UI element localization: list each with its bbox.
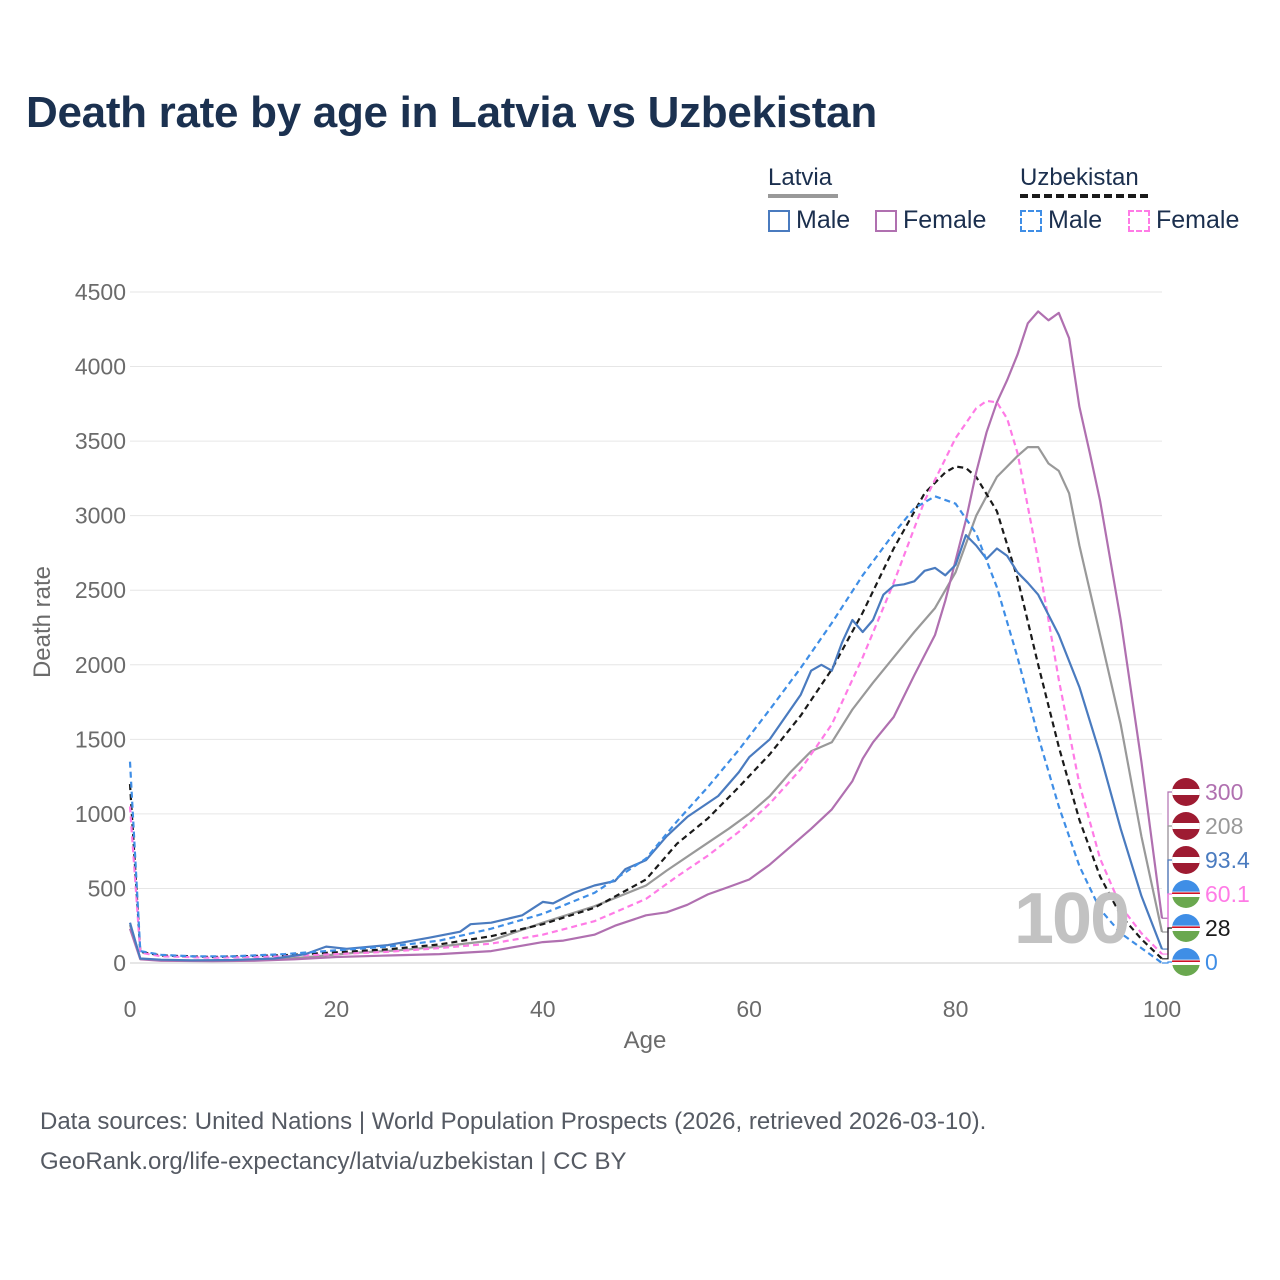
series-lines (128, 310, 1164, 964)
flag-uzb-4 (1172, 914, 1200, 942)
series-line-uzb-total (128, 465, 1163, 960)
legend-label-uzbekistan-male: Male (1048, 206, 1103, 234)
footer-url: GeoRank.org/life-expectancy/latvia/uzbek… (40, 1148, 627, 1175)
end-connector-3 (1162, 893, 1174, 955)
legend-group-uzbekistan-label: Uzbekistan (1020, 164, 1139, 191)
legend-swatch-uzbekistan-male (1020, 209, 1042, 232)
watermark-age: 100 (1014, 879, 1130, 959)
flag-latvia-2 (1172, 846, 1200, 874)
y-tick-label-1500: 1500 (75, 726, 126, 752)
end-value-label-5: 0 (1205, 949, 1218, 975)
end-value-label-4: 28 (1205, 915, 1231, 941)
legend-label-latvia-female: Female (903, 206, 987, 234)
x-axis-ticks: 0 20 40 60 80 100 (124, 996, 1182, 1022)
series-line-latvia-total (128, 446, 1164, 962)
y-tick-label-3500: 3500 (75, 428, 126, 454)
end-value-label-1: 208 (1205, 813, 1243, 839)
y-tick-label-2500: 2500 (75, 577, 126, 603)
legend-item-uzbekistan-female[interactable]: Female (1128, 206, 1239, 235)
legend-swatch-latvia-female (875, 209, 897, 232)
legend-group-latvia-label: Latvia (768, 164, 833, 191)
legend-item-latvia-male[interactable]: Male (768, 206, 850, 235)
y-tick-label-1000: 1000 (75, 801, 126, 827)
y-tick-label-4000: 4000 (75, 354, 126, 380)
end-connector-4 (1162, 927, 1174, 960)
x-tick-label-0: 0 (124, 996, 137, 1022)
x-tick-label-80: 80 (943, 996, 969, 1022)
x-tick-label-100: 100 (1143, 996, 1181, 1022)
legend-label-latvia-male: Male (796, 206, 851, 234)
y-axis-label: Death rate (29, 566, 56, 678)
series-line-latvia-female (128, 310, 1164, 963)
legend-group-latvia-line (768, 194, 838, 198)
footer-sources: Data sources: United Nations | World Pop… (40, 1108, 987, 1135)
y-axis-ticks: 0 500 1000 1500 2000 2500 3000 3500 4000 4500 (75, 279, 126, 976)
legend-item-latvia-female[interactable]: Female (875, 206, 986, 235)
legend-group-uzbekistan: Uzbekistan (1020, 164, 1148, 198)
legend-swatch-uzbekistan-female (1128, 209, 1150, 232)
series-line-latvia-male (128, 534, 1164, 962)
end-connector-5 (1162, 961, 1174, 964)
end-value-label-2: 93.4 (1205, 847, 1250, 873)
end-value-label-3: 60.1 (1205, 881, 1250, 907)
x-tick-label-60: 60 (736, 996, 762, 1022)
y-tick-label-0: 0 (113, 950, 126, 976)
legend-group-latvia: Latvia (768, 164, 838, 198)
flag-latvia-1 (1172, 812, 1200, 840)
flag-latvia-0 (1172, 778, 1200, 806)
x-axis-label: Age (624, 1027, 667, 1054)
y-tick-label-2000: 2000 (75, 652, 126, 678)
end-value-label-0: 300 (1205, 779, 1243, 805)
grid-lines (130, 291, 1162, 964)
y-tick-label-500: 500 (88, 875, 126, 901)
legend-group-uzbekistan-line (1020, 194, 1148, 198)
series-line-uzb-male (128, 495, 1163, 964)
end-markers: 300 208 93.4 60.1 28 0 (1162, 778, 1250, 976)
y-tick-label-3000: 3000 (75, 503, 126, 529)
chart-title: Death rate by age in Latvia vs Uzbekista… (26, 88, 877, 137)
legend-item-uzbekistan-male[interactable]: Male (1020, 206, 1102, 235)
y-tick-label-4500: 4500 (75, 279, 126, 305)
legend-swatch-latvia-male (768, 209, 790, 232)
x-tick-label-40: 40 (530, 996, 556, 1022)
legend-label-uzbekistan-female: Female (1156, 206, 1240, 234)
series-line-uzb-female (128, 399, 1163, 959)
flag-uzb-5 (1172, 948, 1200, 976)
x-tick-label-20: 20 (324, 996, 350, 1022)
flag-uzb-3 (1172, 880, 1200, 908)
